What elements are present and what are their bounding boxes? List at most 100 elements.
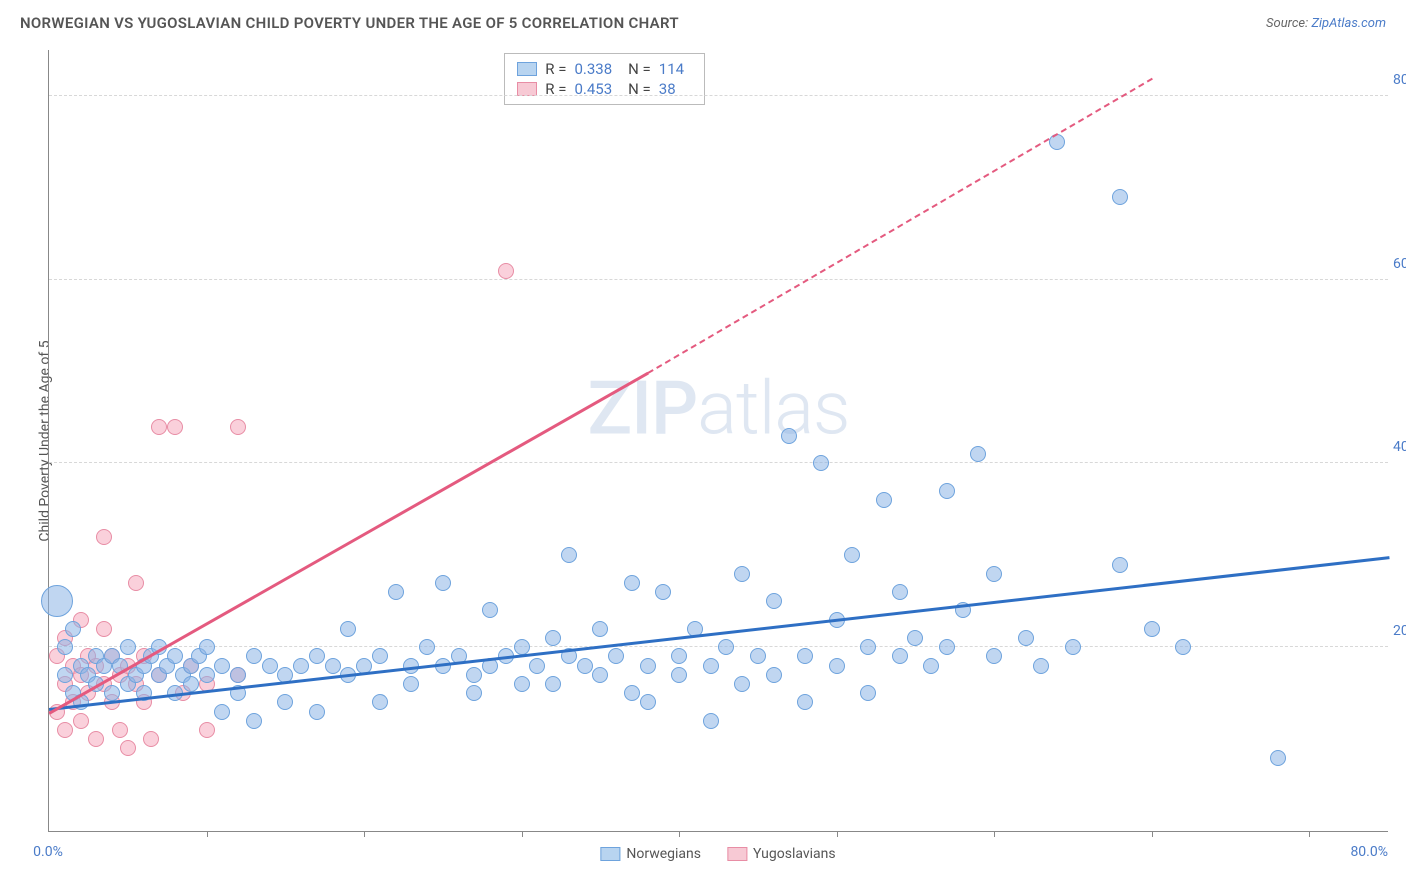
point-norwegians bbox=[860, 685, 876, 701]
point-norwegians bbox=[750, 648, 766, 664]
xtick-mark bbox=[994, 831, 995, 837]
point-norwegians bbox=[844, 547, 860, 563]
point-norwegians bbox=[167, 648, 183, 664]
ytick-label: 60.0% bbox=[1393, 256, 1406, 272]
point-norwegians bbox=[435, 575, 451, 591]
point-norwegians bbox=[970, 446, 986, 462]
point-norwegians bbox=[529, 658, 545, 674]
trendline-yugoslavians-extrapolated bbox=[648, 78, 1153, 374]
point-norwegians bbox=[923, 658, 939, 674]
xtick-mark bbox=[1309, 831, 1310, 837]
point-norwegians bbox=[829, 658, 845, 674]
point-norwegians bbox=[340, 621, 356, 637]
point-norwegians bbox=[797, 694, 813, 710]
point-yugoslavians bbox=[128, 575, 144, 591]
point-yugoslavians bbox=[143, 731, 159, 747]
trendline-norwegians bbox=[49, 556, 1389, 710]
point-norwegians bbox=[939, 639, 955, 655]
point-norwegians bbox=[640, 694, 656, 710]
source-label: Source: ZipAtlas.com bbox=[1266, 16, 1386, 31]
point-norwegians bbox=[892, 584, 908, 600]
point-norwegians bbox=[624, 575, 640, 591]
point-norwegians bbox=[1144, 621, 1160, 637]
point-norwegians bbox=[766, 667, 782, 683]
point-norwegians bbox=[419, 639, 435, 655]
point-norwegians bbox=[860, 639, 876, 655]
stats-row-yugoslavians: R = 0.453 N = 38 bbox=[517, 79, 692, 99]
point-norwegians bbox=[986, 648, 1002, 664]
point-norwegians bbox=[640, 658, 656, 674]
point-norwegians bbox=[246, 648, 262, 664]
xtick-mark bbox=[364, 831, 365, 837]
point-norwegians bbox=[57, 639, 73, 655]
legend-item-norwegians: Norwegians bbox=[600, 846, 701, 862]
point-norwegians bbox=[277, 694, 293, 710]
plot: ZIPatlas R = 0.338 N = 114 R = 0.453 N =… bbox=[48, 50, 1388, 832]
point-norwegians bbox=[514, 676, 530, 692]
point-norwegians bbox=[372, 694, 388, 710]
point-norwegians bbox=[388, 584, 404, 600]
point-norwegians bbox=[703, 713, 719, 729]
point-norwegians bbox=[577, 658, 593, 674]
point-norwegians bbox=[892, 648, 908, 664]
point-norwegians bbox=[482, 602, 498, 618]
point-norwegians bbox=[57, 667, 73, 683]
point-norwegians bbox=[120, 639, 136, 655]
chart-title: NORWEGIAN VS YUGOSLAVIAN CHILD POVERTY U… bbox=[20, 14, 679, 32]
point-norwegians bbox=[734, 566, 750, 582]
point-norwegians bbox=[703, 658, 719, 674]
point-norwegians bbox=[41, 585, 73, 617]
point-yugoslavians bbox=[73, 713, 89, 729]
xtick-mark bbox=[837, 831, 838, 837]
point-norwegians bbox=[655, 584, 671, 600]
point-norwegians bbox=[1033, 658, 1049, 674]
ytick-label: 80.0% bbox=[1393, 72, 1406, 88]
point-norwegians bbox=[766, 593, 782, 609]
point-norwegians bbox=[734, 676, 750, 692]
point-norwegians bbox=[262, 658, 278, 674]
trendline-yugoslavians bbox=[48, 372, 648, 715]
gridline bbox=[49, 462, 1388, 463]
point-yugoslavians bbox=[57, 722, 73, 738]
point-norwegians bbox=[624, 685, 640, 701]
point-norwegians bbox=[1065, 639, 1081, 655]
point-norwegians bbox=[65, 621, 81, 637]
legend-item-yugoslavians: Yugoslavians bbox=[727, 846, 836, 862]
xtick-mark bbox=[1152, 831, 1153, 837]
watermark: ZIPatlas bbox=[587, 366, 849, 453]
point-norwegians bbox=[592, 621, 608, 637]
swatch-blue bbox=[517, 62, 537, 76]
point-norwegians bbox=[199, 639, 215, 655]
x-min-label: 0.0% bbox=[33, 844, 63, 860]
point-norwegians bbox=[813, 455, 829, 471]
point-norwegians bbox=[466, 667, 482, 683]
point-norwegians bbox=[1175, 639, 1191, 655]
point-yugoslavians bbox=[112, 722, 128, 738]
point-norwegians bbox=[466, 685, 482, 701]
point-norwegians bbox=[876, 492, 892, 508]
x-max-label: 80.0% bbox=[1350, 844, 1388, 860]
point-norwegians bbox=[1112, 189, 1128, 205]
point-norwegians bbox=[214, 704, 230, 720]
swatch-pink bbox=[517, 82, 537, 96]
legend: Norwegians Yugoslavians bbox=[600, 846, 835, 862]
point-norwegians bbox=[1270, 750, 1286, 766]
point-norwegians bbox=[671, 648, 687, 664]
point-norwegians bbox=[246, 713, 262, 729]
point-norwegians bbox=[781, 428, 797, 444]
point-norwegians bbox=[1112, 557, 1128, 573]
gridline bbox=[49, 279, 1388, 280]
point-norwegians bbox=[545, 630, 561, 646]
point-norwegians bbox=[183, 676, 199, 692]
stats-box: R = 0.338 N = 114 R = 0.453 N = 38 bbox=[504, 53, 705, 105]
source-link[interactable]: ZipAtlas.com bbox=[1311, 16, 1386, 31]
point-yugoslavians bbox=[230, 419, 246, 435]
point-norwegians bbox=[545, 676, 561, 692]
xtick-mark bbox=[207, 831, 208, 837]
point-norwegians bbox=[403, 676, 419, 692]
xtick-mark bbox=[522, 831, 523, 837]
point-yugoslavians bbox=[120, 740, 136, 756]
point-yugoslavians bbox=[96, 621, 112, 637]
point-norwegians bbox=[986, 566, 1002, 582]
point-norwegians bbox=[592, 667, 608, 683]
